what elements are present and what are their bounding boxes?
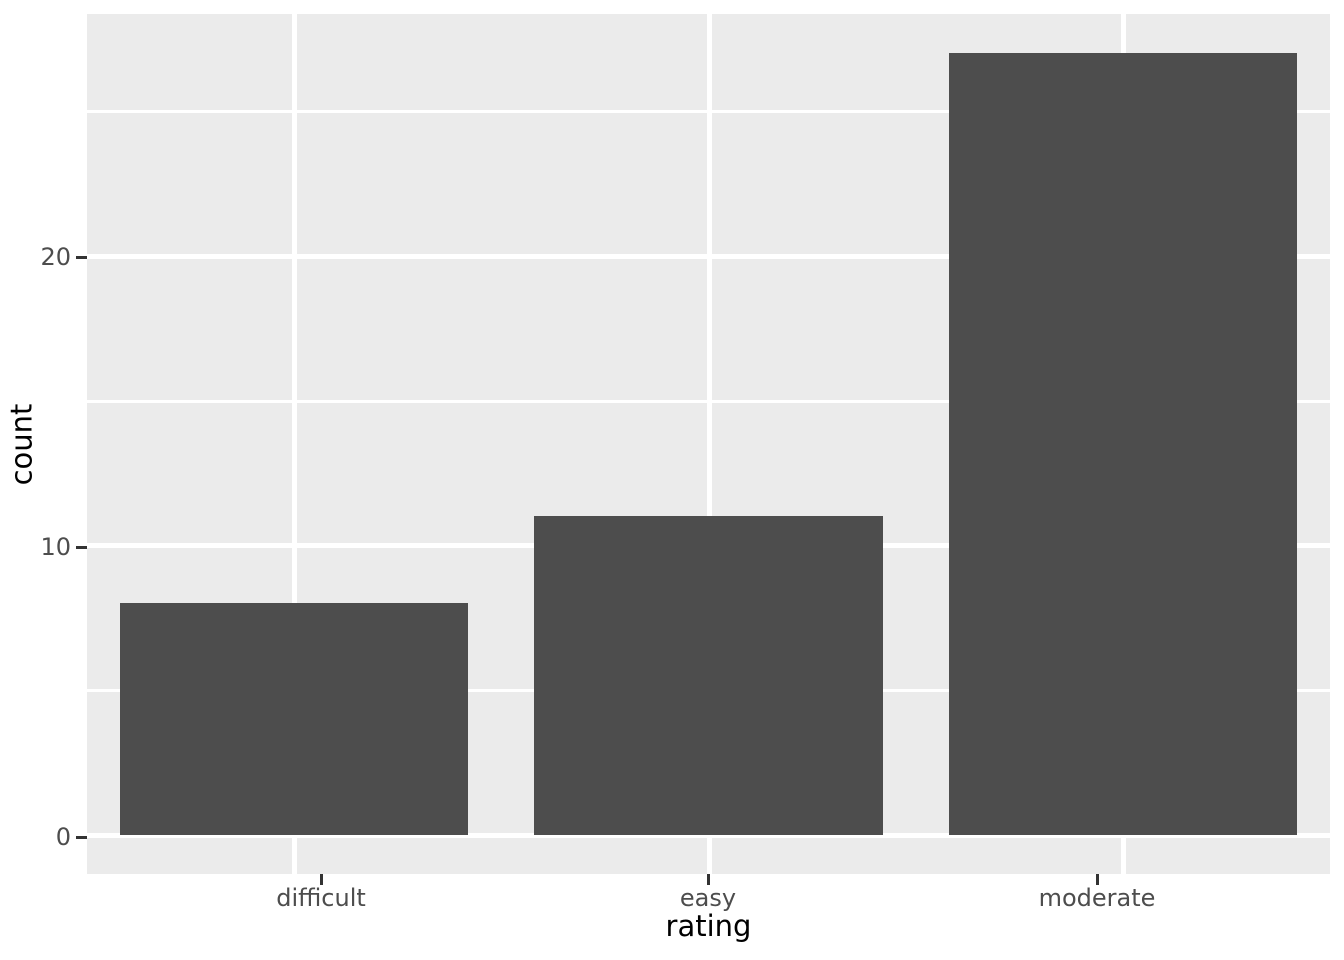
x-tick-label-difficult: difficult [276,884,366,912]
bar-easy[interactable] [534,516,883,835]
gridline-major-x-difficult [292,14,298,874]
plot-panel [87,14,1330,874]
x-tick-mark-moderate [1096,874,1099,885]
bar-difficult[interactable] [120,603,469,835]
y-axis-title: count [0,0,44,888]
y-tick-label-10: 10 [40,533,71,561]
y-tick-mark-10 [76,546,87,549]
x-axis-title: rating [665,909,752,943]
y-tick-label-0: 0 [55,823,71,851]
x-tick-mark-easy [707,874,710,885]
y-tick-mark-0 [76,836,87,839]
y-tick-mark-20 [76,256,87,259]
x-tick-mark-difficult [320,874,323,885]
x-tick-label-easy: easy [679,884,737,912]
gridline-major-x-easy [706,14,712,874]
x-tick-label-moderate: moderate [1038,884,1156,912]
y-tick-label-20: 20 [40,243,71,271]
y-axis-title-label: count [4,403,39,485]
bar-moderate[interactable] [948,53,1297,835]
